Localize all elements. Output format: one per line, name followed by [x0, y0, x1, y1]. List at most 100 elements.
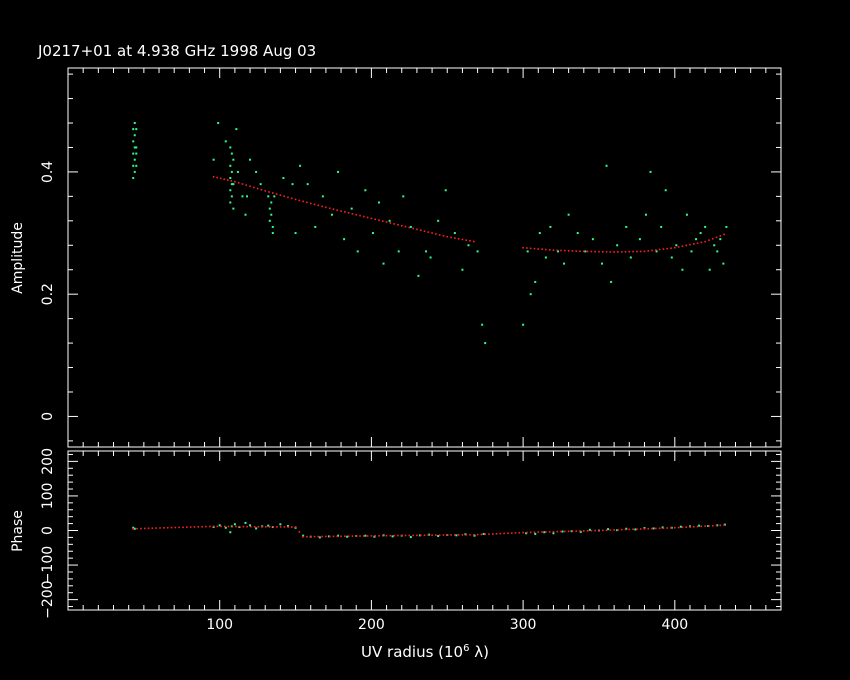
- phase-model-point: [298, 531, 301, 533]
- phase-model-point: [567, 530, 570, 533]
- amplitude-model-point: [219, 177, 222, 180]
- phase-point: [482, 532, 485, 535]
- phase-model-point: [408, 534, 411, 537]
- amplitude-model-point: [639, 250, 642, 253]
- amplitude-point: [681, 268, 684, 271]
- amplitude-point: [306, 183, 309, 186]
- phase-model-point: [518, 531, 521, 534]
- amplitude-model-point: [223, 178, 226, 181]
- phase-model-point: [182, 526, 184, 529]
- amplitude-model-point: [541, 248, 543, 251]
- amplitude-model-point: [723, 233, 725, 236]
- amplitude-point: [425, 250, 428, 253]
- phase-model-point: [397, 534, 399, 537]
- amplitude-model-point: [336, 209, 339, 211]
- amplitude-point: [655, 250, 658, 253]
- phase-point: [255, 527, 258, 530]
- amplitude-point: [567, 213, 570, 216]
- phase-model-point: [457, 534, 460, 536]
- amplitude-point: [273, 195, 276, 198]
- amplitude-model-point: [397, 223, 399, 226]
- phase-y-tick-label: −200: [40, 580, 56, 618]
- amplitude-point: [132, 164, 135, 167]
- phase-model-point: [370, 535, 373, 537]
- phase-model-point: [242, 525, 245, 528]
- amplitude-point: [271, 232, 274, 235]
- amplitude-point: [270, 213, 273, 216]
- amplitude-model-point: [340, 210, 342, 212]
- x-axis-label-main: UV radius (10: [361, 643, 463, 661]
- amplitude-model-point: [617, 251, 619, 253]
- phase-point: [579, 530, 582, 533]
- amplitude-model-point: [294, 198, 297, 201]
- amplitude-point: [538, 232, 541, 235]
- amplitude-model-point: [419, 229, 422, 232]
- x-tick-label: 200: [358, 617, 385, 633]
- amplitude-model-point: [594, 250, 596, 253]
- amplitude-y-tick-label: 0.2: [40, 283, 56, 305]
- amplitude-point: [476, 250, 479, 253]
- amplitude-point: [350, 207, 353, 210]
- phase-model-point: [216, 525, 219, 528]
- phase-model-point: [541, 531, 543, 533]
- amplitude-model-point: [279, 194, 282, 196]
- phase-model-point: [174, 526, 177, 529]
- x-tick-label: 100: [206, 617, 233, 633]
- phase-model-point: [446, 534, 449, 536]
- amplitude-model-point: [412, 227, 414, 230]
- phase-model-point: [617, 529, 619, 531]
- phase-axes: 100 200 300 400 −200−100 0 100 200: [40, 448, 781, 633]
- phase-model-point: [533, 531, 536, 534]
- phase-model-point: [419, 534, 422, 537]
- phase-model-point: [632, 528, 634, 531]
- phase-model-point: [628, 528, 631, 531]
- amplitude-point: [625, 225, 628, 228]
- phase-point: [473, 534, 476, 537]
- phase-model-point: [143, 527, 146, 530]
- amplitude-model-point: [431, 232, 433, 234]
- phase-model-point: [227, 525, 230, 528]
- amplitude-model-point: [374, 218, 376, 221]
- amplitude-model-point: [533, 247, 536, 250]
- amplitude-point: [330, 213, 333, 216]
- phase-model-point: [140, 527, 142, 530]
- amplitude-model-point: [359, 214, 361, 217]
- phase-point: [364, 534, 367, 537]
- amplitude-point: [132, 128, 135, 131]
- amplitude-model-point: [708, 239, 710, 241]
- phase-model-point: [147, 527, 150, 530]
- phase-point: [233, 523, 236, 526]
- amplitude-model-point: [700, 241, 703, 244]
- phase-model-point: [484, 533, 486, 536]
- amplitude-point: [282, 177, 285, 180]
- amplitude-point: [132, 152, 135, 155]
- phase-model-point: [526, 531, 528, 534]
- phase-model-point: [594, 529, 596, 532]
- amplitude-model-point: [605, 251, 608, 253]
- amplitude-model-point: [416, 228, 418, 231]
- phase-model-point: [328, 535, 331, 538]
- amplitude-point: [133, 158, 136, 161]
- plot-title: J0217+01 at 4.938 GHz 1998 Aug 03: [37, 42, 316, 60]
- amplitude-point: [444, 189, 447, 192]
- phase-model-point: [359, 535, 361, 537]
- phase-model-point: [708, 525, 710, 527]
- amplitude-point: [397, 250, 400, 253]
- amplitude-model-point: [556, 249, 559, 252]
- phase-point: [391, 535, 394, 538]
- phase-model-point: [235, 525, 237, 528]
- amplitude-model-point: [651, 249, 653, 252]
- phase-model-point: [590, 529, 593, 532]
- amplitude-model-point: [302, 200, 304, 203]
- amplitude-model-points: [212, 176, 725, 253]
- amplitude-model-point: [692, 243, 695, 245]
- amplitude-model-point: [237, 182, 240, 184]
- phase-model-point: [389, 534, 392, 537]
- phase-model-point: [159, 527, 161, 529]
- amplitude-point: [364, 189, 367, 192]
- amplitude-model-point: [662, 248, 665, 250]
- amplitude-point: [343, 238, 346, 241]
- amplitude-data-points: [132, 122, 728, 345]
- phase-point: [346, 535, 349, 538]
- phase-model-point: [624, 528, 627, 531]
